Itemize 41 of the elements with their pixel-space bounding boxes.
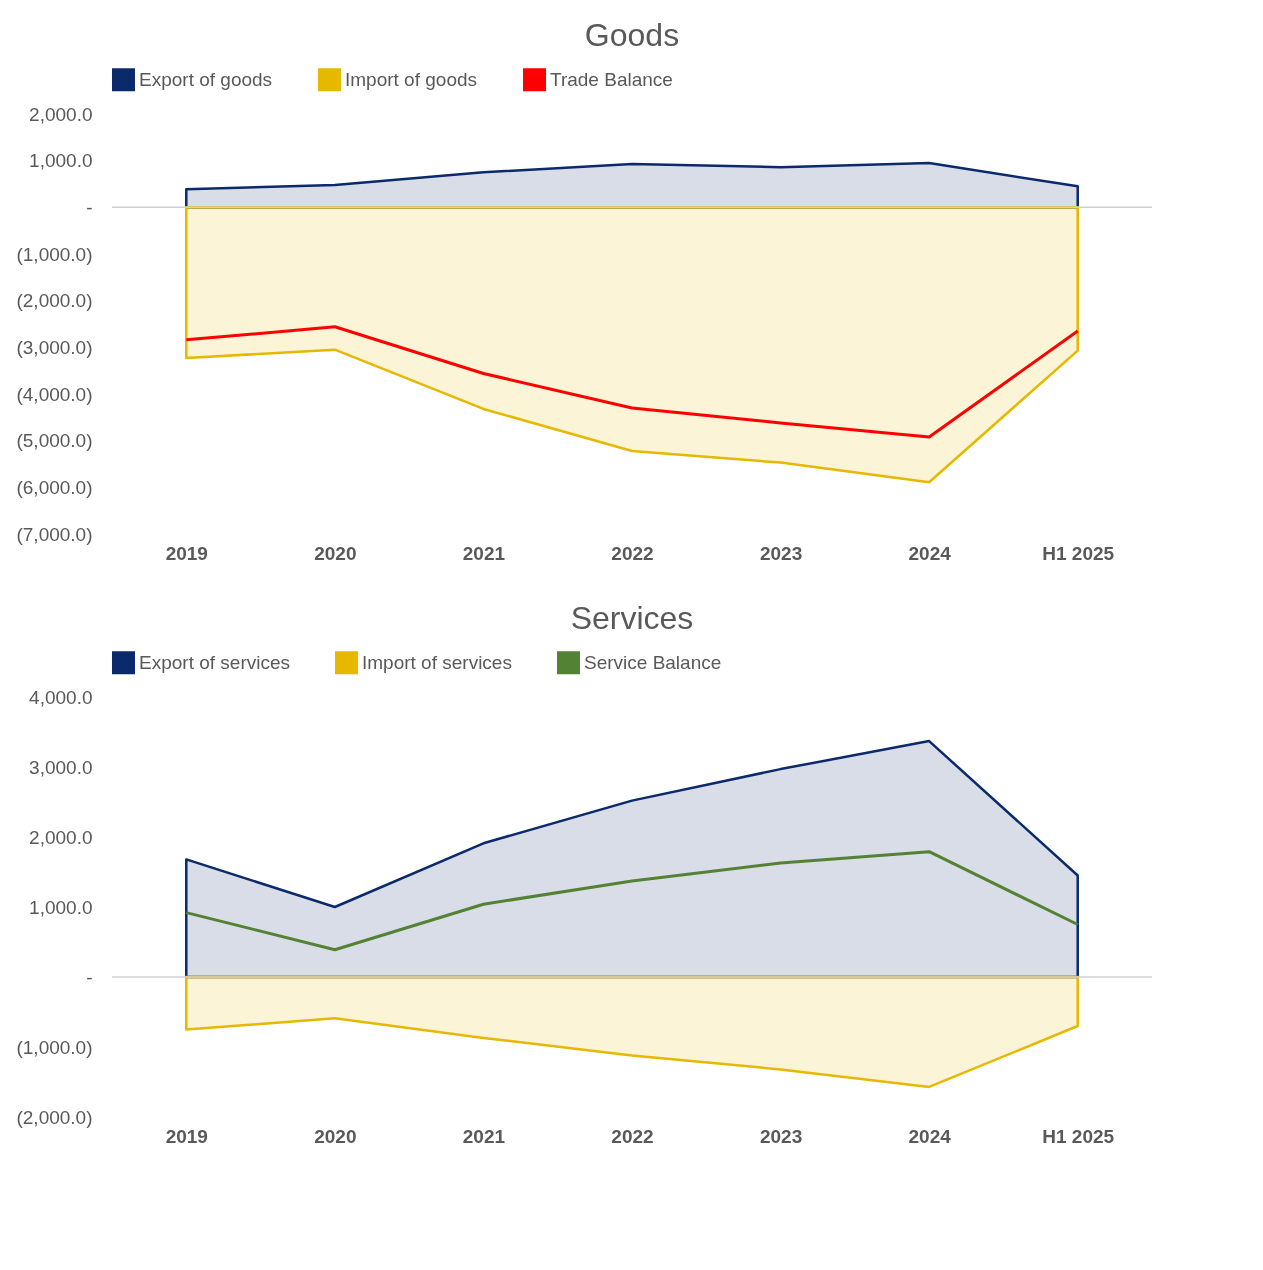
y-tick-label: 1,000.0: [29, 896, 93, 918]
y-tick-label: (4,000.0): [16, 383, 93, 405]
y-tick-label: -: [86, 196, 93, 218]
y-tick-label: (1,000.0): [16, 243, 93, 265]
line-series: [184, 325, 1080, 439]
x-tick-label: H1 2025: [1042, 1125, 1115, 1147]
x-tick-label: 2020: [314, 542, 357, 564]
legend-label: Trade Balance: [550, 68, 673, 90]
chart-title: Goods: [584, 17, 680, 53]
y-tick-label: (3,000.0): [16, 336, 93, 358]
y-tick-label: 2,000.0: [29, 103, 93, 125]
x-tick-label: 2022: [611, 542, 654, 564]
y-tick-label: (1,000.0): [16, 1036, 93, 1058]
y-tick-label: 4,000.0: [29, 686, 93, 708]
y-tick-label: 1,000.0: [29, 150, 93, 172]
chart-title: Services: [570, 600, 694, 636]
x-tick-label: 2020: [314, 1125, 357, 1147]
x-tick-label: 2022: [611, 1125, 654, 1147]
legend-label: Export of services: [139, 651, 290, 673]
legend-label: Import of services: [362, 651, 512, 673]
y-tick-label: (6,000.0): [16, 476, 93, 498]
y-tick-label: 3,000.0: [29, 756, 93, 778]
x-tick-label: 2023: [759, 542, 803, 564]
legend-label: Service Balance: [584, 651, 722, 673]
legend-label: Export of goods: [139, 68, 273, 90]
x-tick-label: 2023: [759, 1125, 803, 1147]
x-tick-label: 2019: [165, 542, 208, 564]
y-tick-label: (5,000.0): [16, 430, 93, 452]
x-tick-label: H1 2025: [1042, 542, 1115, 564]
x-tick-label: 2024: [908, 542, 952, 564]
x-tick-label: 2021: [462, 542, 506, 564]
y-tick-label: (2,000.0): [16, 290, 93, 312]
x-tick-label: 2019: [165, 1125, 208, 1147]
y-tick-label: (2,000.0): [16, 1106, 93, 1128]
y-tick-label: (7,000.0): [16, 523, 93, 545]
y-tick-label: -: [86, 966, 93, 988]
line-series: [184, 850, 1080, 952]
legend-label: Import of goods: [345, 68, 478, 90]
x-tick-label: 2024: [908, 1125, 952, 1147]
y-tick-label: 2,000.0: [29, 826, 93, 848]
x-tick-label: 2021: [462, 1125, 506, 1147]
